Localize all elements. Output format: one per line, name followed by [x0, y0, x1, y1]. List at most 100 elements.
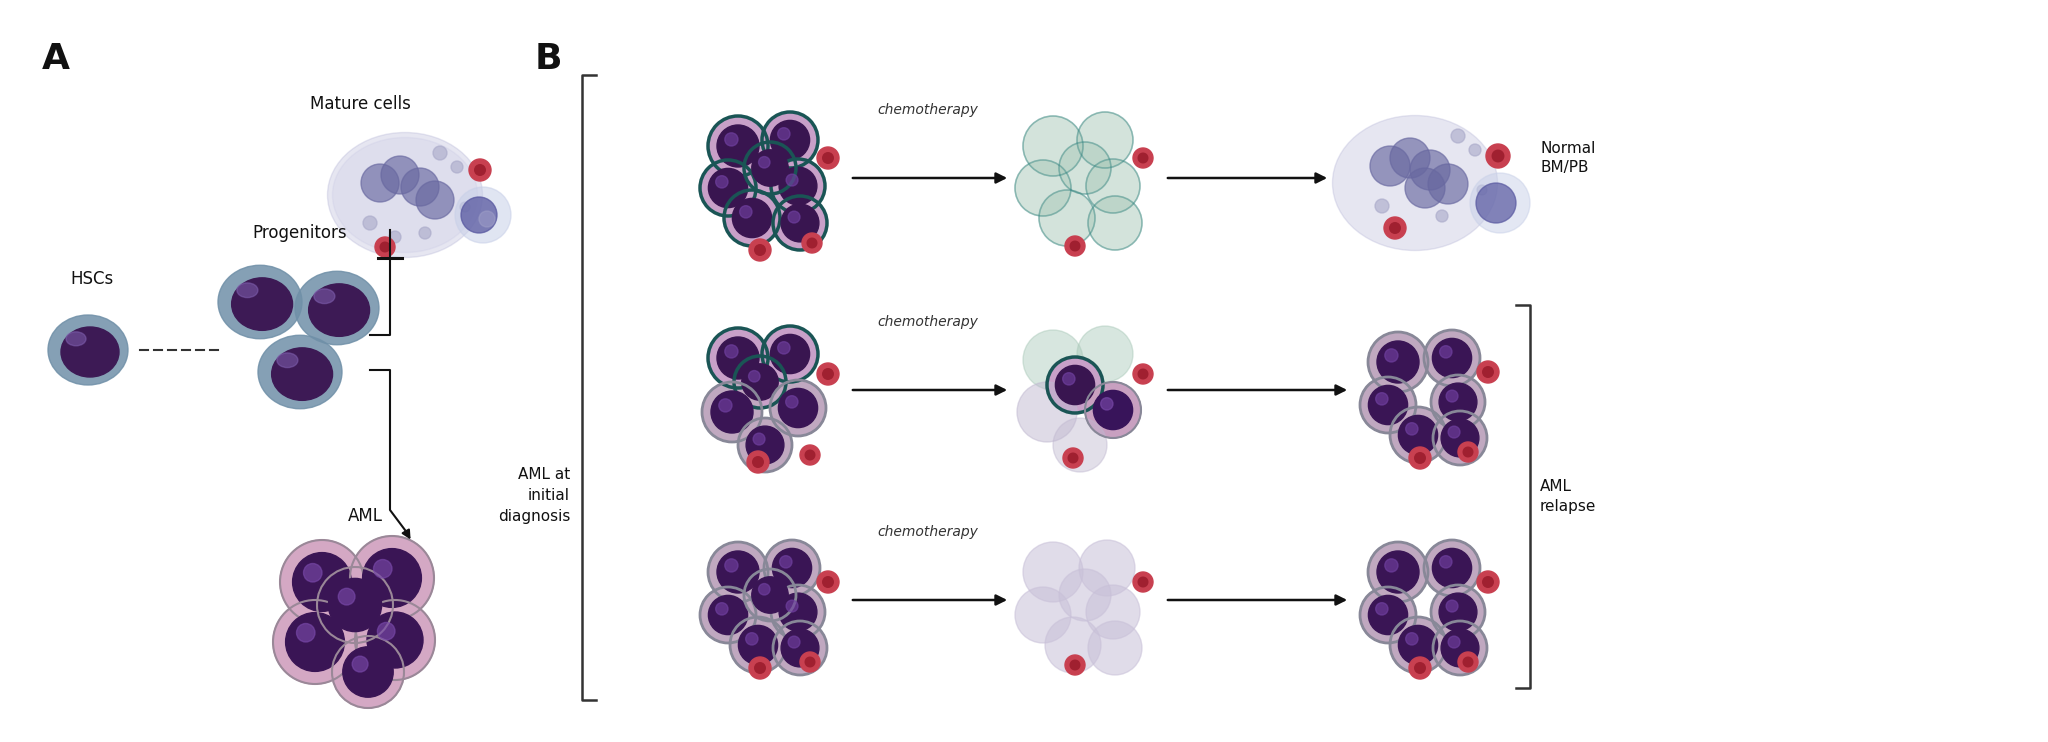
Circle shape: [461, 197, 498, 233]
Circle shape: [788, 636, 801, 648]
Circle shape: [1016, 587, 1071, 643]
Circle shape: [375, 237, 395, 257]
Circle shape: [1063, 372, 1075, 385]
Circle shape: [1071, 660, 1079, 670]
Circle shape: [1442, 629, 1479, 667]
Circle shape: [285, 613, 344, 672]
Circle shape: [1483, 577, 1493, 587]
Circle shape: [297, 623, 315, 642]
Circle shape: [350, 536, 434, 620]
Circle shape: [1139, 577, 1147, 587]
Circle shape: [702, 382, 762, 442]
Circle shape: [754, 457, 764, 467]
Circle shape: [817, 147, 840, 169]
Circle shape: [1085, 159, 1141, 213]
Circle shape: [717, 551, 760, 593]
Circle shape: [1063, 448, 1083, 468]
Circle shape: [715, 176, 727, 188]
Circle shape: [805, 450, 815, 460]
Circle shape: [1446, 600, 1458, 612]
Circle shape: [1493, 150, 1503, 162]
Circle shape: [1427, 164, 1468, 204]
Circle shape: [752, 577, 788, 613]
Ellipse shape: [238, 283, 258, 298]
Circle shape: [778, 388, 817, 427]
Circle shape: [778, 341, 791, 354]
Circle shape: [1391, 407, 1446, 463]
Circle shape: [743, 142, 797, 194]
Circle shape: [709, 328, 768, 388]
Ellipse shape: [258, 335, 342, 409]
Circle shape: [778, 167, 817, 205]
Circle shape: [772, 621, 827, 675]
Circle shape: [1384, 217, 1407, 239]
Circle shape: [778, 128, 791, 140]
Circle shape: [1071, 241, 1079, 251]
Circle shape: [1384, 349, 1399, 362]
Circle shape: [1477, 361, 1499, 383]
Circle shape: [1065, 655, 1085, 675]
Circle shape: [745, 426, 784, 464]
Ellipse shape: [217, 265, 301, 339]
Circle shape: [432, 146, 446, 160]
Circle shape: [1477, 185, 1487, 195]
Circle shape: [1405, 168, 1446, 208]
Circle shape: [389, 231, 401, 243]
Text: Progenitors: Progenitors: [252, 224, 348, 242]
Circle shape: [1477, 571, 1499, 593]
Text: Normal
BM/PB: Normal BM/PB: [1540, 140, 1595, 175]
Circle shape: [1446, 390, 1458, 402]
Circle shape: [1059, 569, 1110, 621]
Circle shape: [1468, 144, 1481, 156]
Circle shape: [1432, 585, 1485, 639]
Circle shape: [354, 600, 434, 680]
Circle shape: [1370, 146, 1409, 186]
Circle shape: [1085, 585, 1141, 639]
Circle shape: [1087, 621, 1143, 675]
Circle shape: [1016, 160, 1071, 216]
Circle shape: [381, 242, 389, 252]
Circle shape: [1405, 423, 1417, 435]
Circle shape: [1368, 385, 1407, 424]
Circle shape: [1139, 370, 1147, 379]
Circle shape: [758, 583, 770, 595]
Circle shape: [700, 587, 756, 643]
Circle shape: [1368, 595, 1407, 634]
Circle shape: [1376, 341, 1419, 383]
Circle shape: [1423, 330, 1481, 386]
Text: Mature cells: Mature cells: [309, 95, 410, 113]
Circle shape: [1409, 657, 1432, 679]
Ellipse shape: [231, 278, 293, 330]
Circle shape: [739, 626, 778, 665]
Circle shape: [1391, 617, 1446, 673]
Circle shape: [786, 174, 799, 186]
Circle shape: [1368, 332, 1427, 392]
Circle shape: [475, 165, 485, 175]
Circle shape: [780, 556, 793, 568]
Circle shape: [1448, 636, 1460, 648]
Ellipse shape: [47, 315, 129, 385]
Circle shape: [1434, 411, 1487, 465]
Circle shape: [303, 563, 322, 582]
Circle shape: [1399, 626, 1438, 665]
Circle shape: [1077, 112, 1133, 168]
Circle shape: [750, 370, 760, 382]
Circle shape: [332, 636, 403, 708]
Circle shape: [1458, 652, 1479, 672]
Circle shape: [1376, 603, 1389, 615]
Circle shape: [1055, 365, 1094, 404]
Circle shape: [1384, 559, 1399, 572]
Circle shape: [1024, 330, 1083, 390]
Circle shape: [455, 187, 512, 243]
Ellipse shape: [328, 133, 483, 257]
Ellipse shape: [309, 284, 369, 336]
Circle shape: [1434, 621, 1487, 675]
Circle shape: [741, 364, 778, 400]
Circle shape: [758, 157, 770, 168]
Circle shape: [725, 559, 737, 572]
Circle shape: [1085, 382, 1141, 438]
Circle shape: [756, 663, 766, 673]
Circle shape: [1391, 138, 1430, 178]
Circle shape: [778, 593, 817, 631]
Circle shape: [1053, 418, 1108, 472]
